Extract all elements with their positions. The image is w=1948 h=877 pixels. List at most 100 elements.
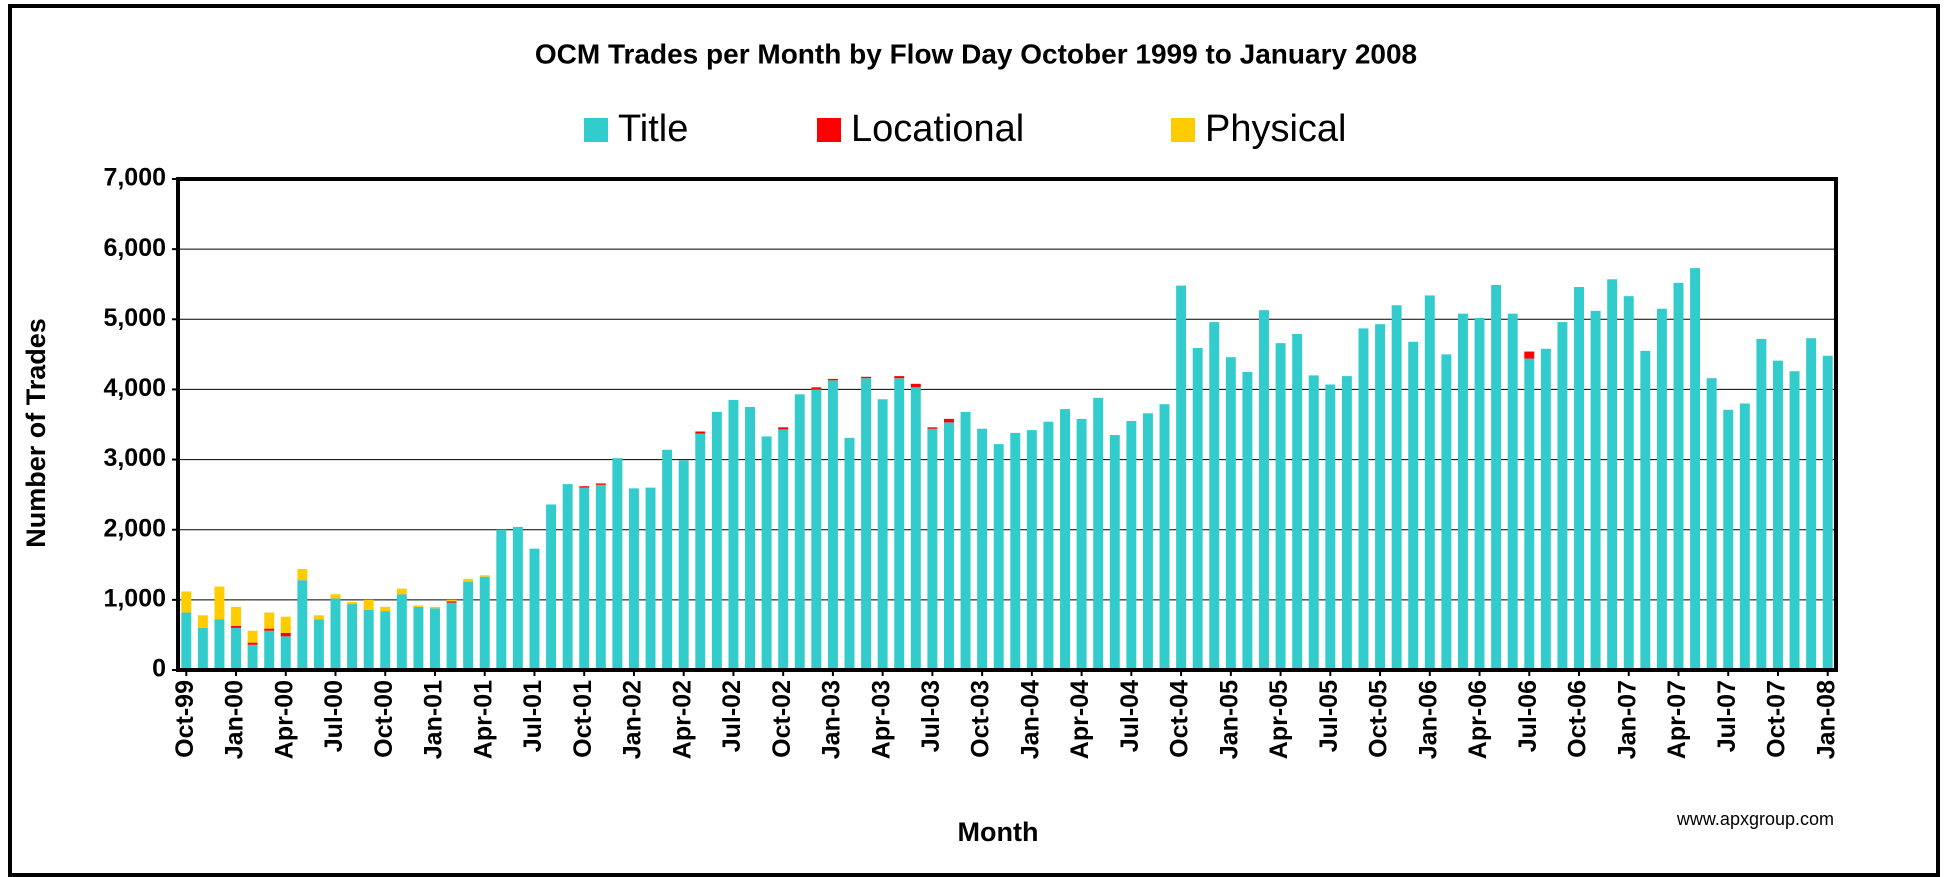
bar-segment [943,418,954,423]
bar-segment [1209,322,1220,670]
bar-segment [363,609,374,670]
bar-segment [1043,421,1054,670]
x-tick-label: Apr-03 [867,680,895,759]
x-tick-label: Jan-06 [1414,680,1442,759]
x-tick-label: Oct-05 [1365,680,1393,758]
bar-segment [529,548,540,670]
x-tick-label: Apr-06 [1464,680,1492,759]
bar-segment [794,394,805,670]
y-tick-label: 2,000 [103,514,166,542]
bar-segment [247,642,258,645]
x-tick-label: Jul-03 [917,680,945,752]
bar-segment [1242,371,1253,670]
bar-segment [645,487,656,670]
bar-segment [1640,350,1651,670]
bar-segment [1093,397,1104,670]
bar-segment [512,526,523,670]
bar-segment [313,619,324,670]
bar-segment [280,632,291,637]
bar-segment [1126,420,1137,670]
bar-segment [1607,279,1618,670]
x-tick-label: Jan-00 [221,680,249,759]
bar-segment [1574,287,1584,670]
x-tick-label: Jan-02 [619,680,647,759]
bar-segment [1756,338,1767,670]
bar-segment [927,427,938,429]
bar-segment [1325,384,1336,670]
x-tick-label: Jan-03 [818,680,846,759]
bar-segment [877,399,888,670]
x-tick-label: Jul-00 [320,680,348,752]
legend-swatch [1171,118,1195,142]
x-tick-label: Jul-04 [1116,680,1144,752]
bar-segment [678,460,689,670]
bar-segment [1623,296,1634,670]
bar-segment [1524,358,1535,670]
y-tick-label: 1,000 [103,584,166,612]
bar-segment [347,604,358,670]
bar-segment [546,504,557,670]
bar-segment [264,630,275,670]
bar-segment [347,601,358,605]
bar-segment [413,605,424,607]
bar-segment [562,484,573,670]
bar-segment [197,615,208,628]
bar-segment [1010,432,1021,670]
x-tick-label: Oct-00 [370,680,398,758]
bar-segment [1391,305,1402,670]
bar-segment [861,376,872,379]
bar-segment [1176,285,1187,670]
bar-segment [1706,378,1717,670]
x-tick-label: Jan-04 [1016,680,1044,759]
bar-segment [1557,322,1568,670]
x-tick-label: Oct-06 [1564,680,1592,758]
bar-segment [247,630,258,643]
x-tick-label: Oct-04 [1166,680,1194,758]
bar-segment [247,644,258,670]
legend-swatch [584,118,608,142]
bar-segment [1026,430,1037,670]
bar-segment [1225,357,1236,670]
x-tick-label: Apr-02 [668,680,696,759]
x-tick-label: Jul-06 [1514,680,1542,752]
bar-segment [579,487,590,670]
bar-segment [1656,308,1667,670]
bar-segment [1772,360,1783,670]
bar-segment [1159,404,1170,670]
bar-segment [1259,310,1269,670]
bar-segment [446,602,457,670]
y-axis-label: Number of Trades [21,318,51,548]
x-tick-label: Apr-05 [1265,680,1293,759]
bar-segment [612,458,623,670]
bar-segment [761,436,772,670]
bar-segment [496,529,507,670]
bar-segment [1690,268,1701,670]
bar-segment [595,484,606,670]
bar-segment [479,576,490,670]
chart-title: OCM Trades per Month by Flow Day October… [535,38,1417,69]
bar-segment [280,636,291,670]
bar-segment [993,444,1004,670]
bar-segment [396,594,407,670]
bar-segment [1441,354,1452,670]
x-tick-label: Apr-00 [270,680,298,759]
bar-segment [214,619,225,670]
bar-segment [745,406,755,670]
x-tick-label: Apr-07 [1663,680,1691,759]
x-tick-label: Jul-05 [1315,680,1343,752]
bar-segment [197,627,208,670]
bar-segment [280,616,291,633]
bar-segment [396,588,407,595]
x-tick-label: Jan-01 [420,680,448,759]
bar-segment [1673,282,1684,670]
bar-segment [778,427,789,430]
bar-segment [181,612,192,670]
bar-segment [1192,348,1203,670]
bar-segment [695,433,706,670]
bar-segment [1142,413,1153,670]
x-tick-label: Oct-03 [967,680,995,758]
y-tick-label: 7,000 [103,164,166,192]
bar-segment [380,611,391,670]
bar-segment [1491,284,1502,670]
x-tick-label: Oct-99 [171,680,199,758]
